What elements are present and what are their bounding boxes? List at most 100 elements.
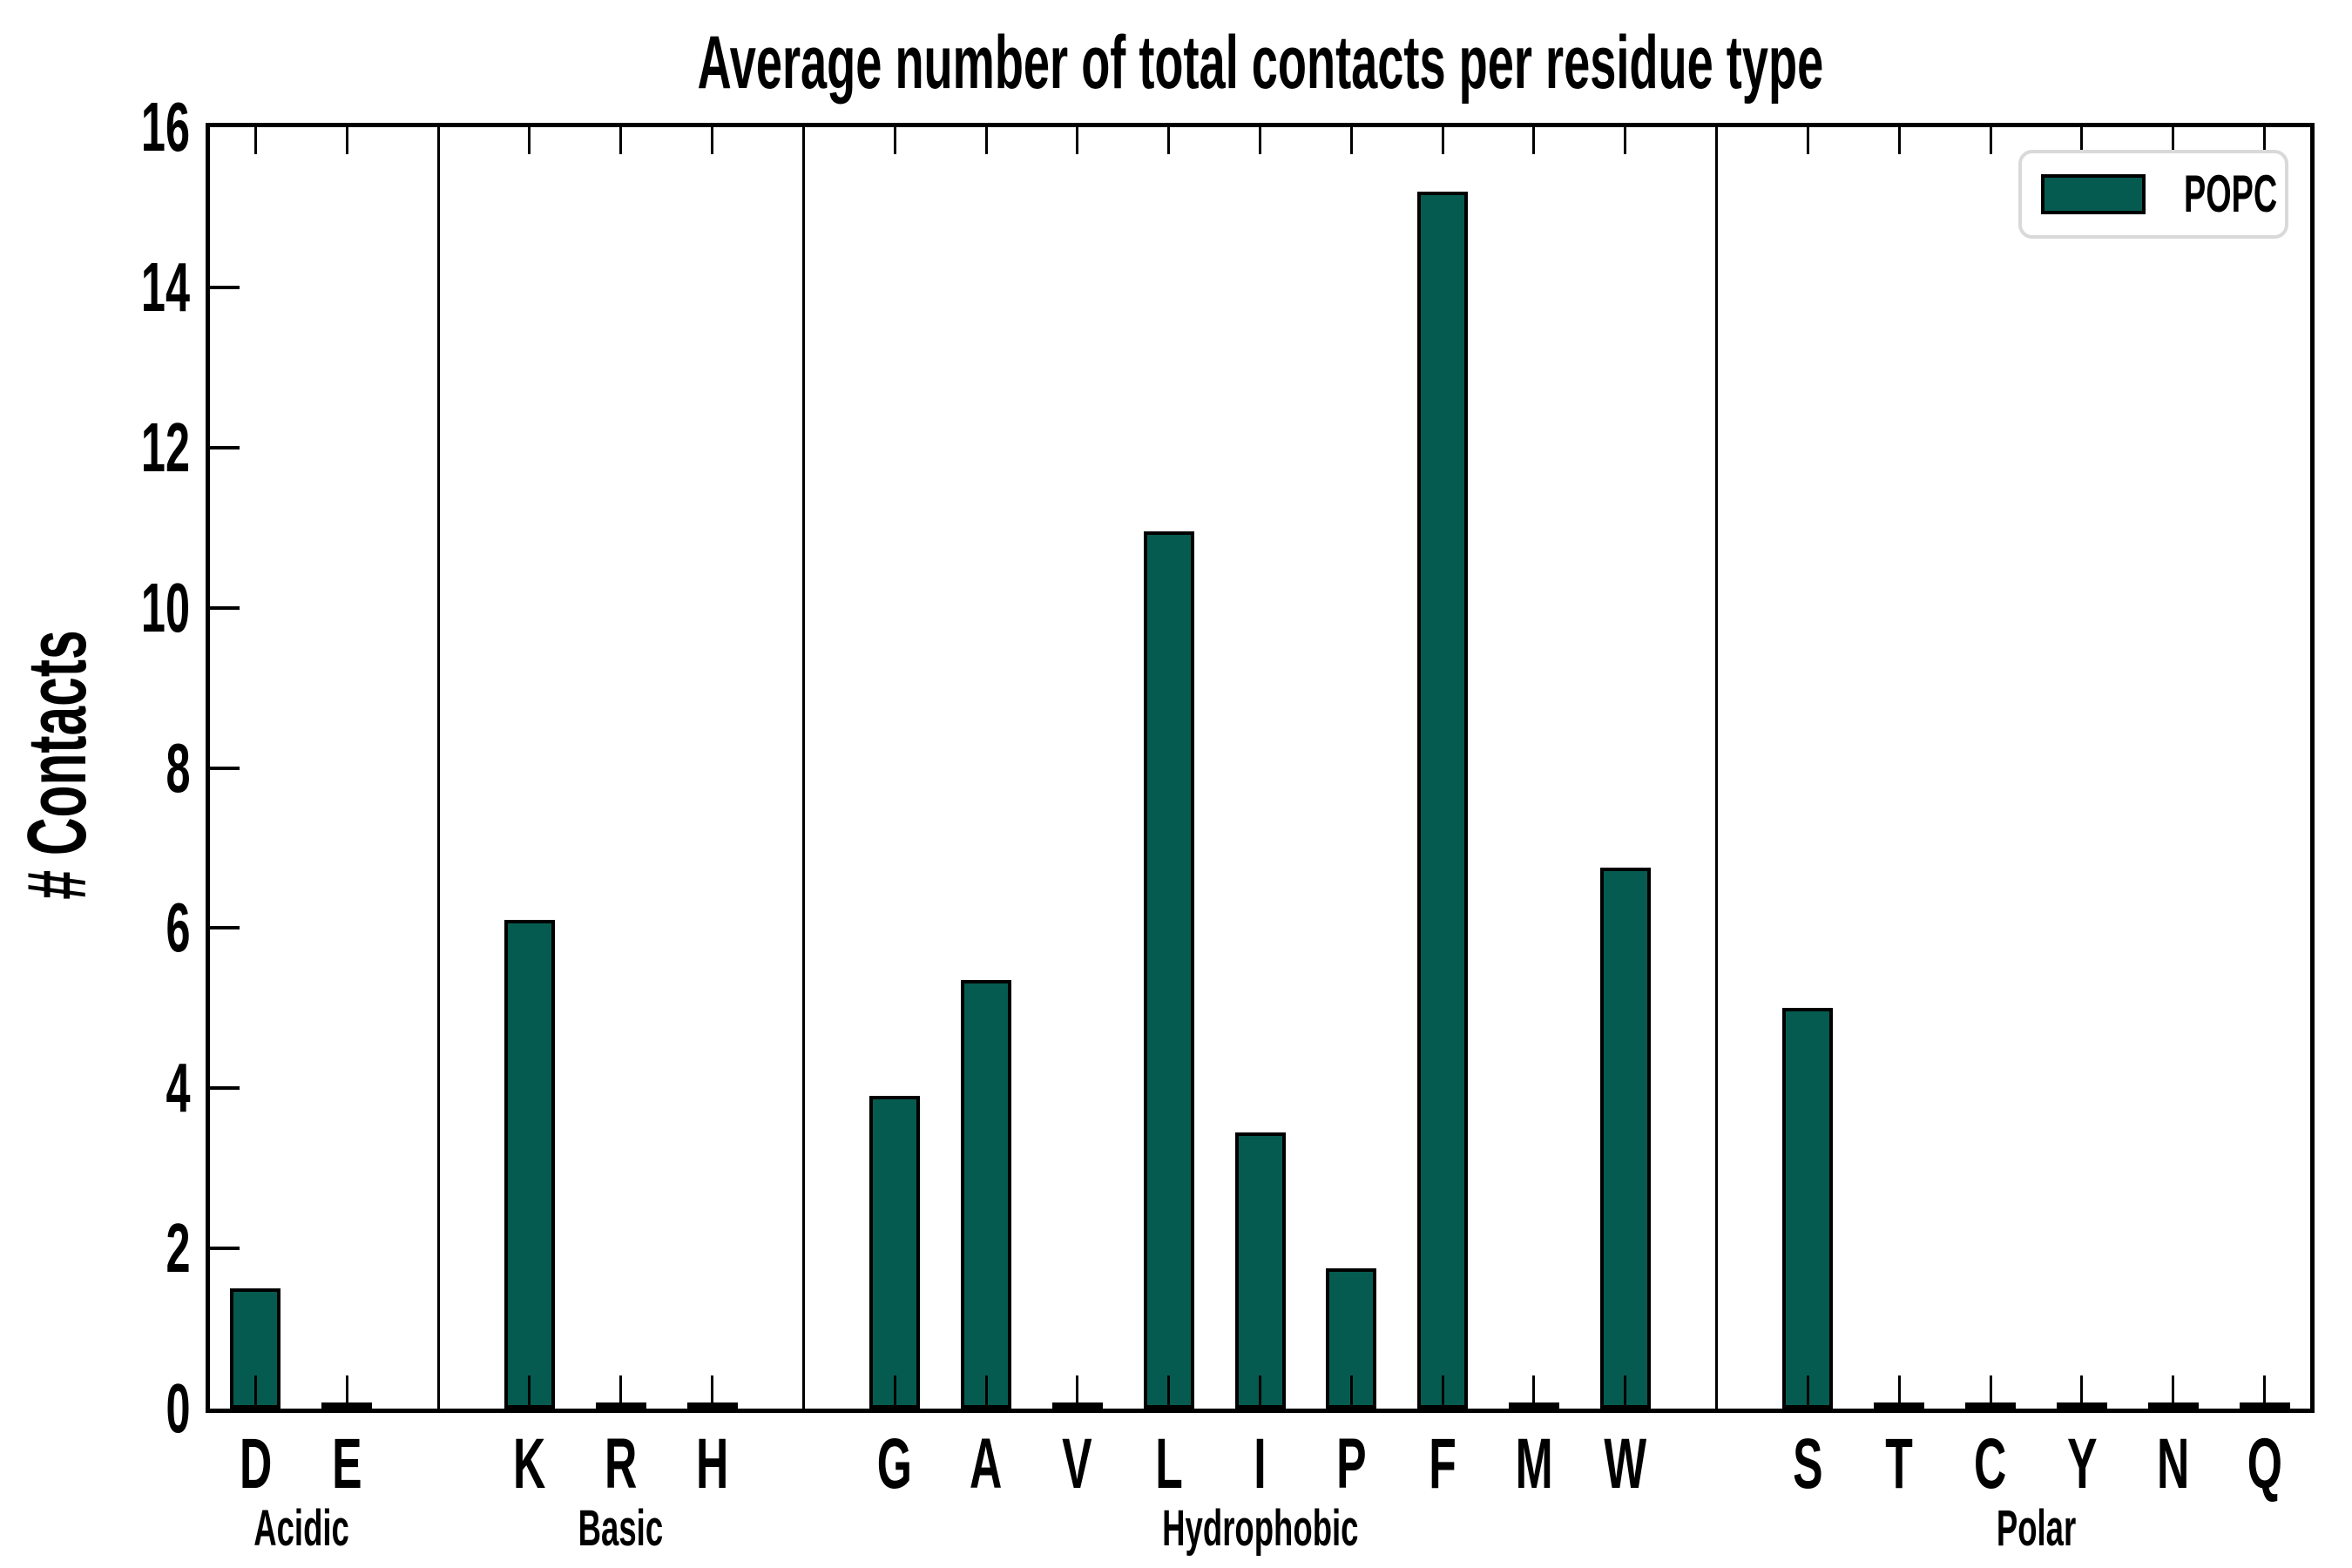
bar-S: [1782, 1008, 1834, 1409]
x-tick-top-L: [1167, 127, 1171, 154]
bar-I: [1234, 1132, 1286, 1409]
group-label-hydrophobic: Hydrophobic: [1078, 1504, 1443, 1554]
x-category-label-S: S: [1747, 1429, 1869, 1500]
x-tick-top-D: [253, 127, 257, 154]
ytick-label-text: 0: [165, 1369, 190, 1447]
x-category-label-E: E: [286, 1429, 408, 1500]
x-tick-W: [1624, 1375, 1627, 1409]
bar-G: [869, 1096, 921, 1409]
x-tick-top-H: [711, 127, 714, 154]
group-label-text: Basic: [578, 1500, 664, 1557]
y-tick-10: [210, 605, 240, 610]
x-category-label-T: T: [1838, 1429, 1960, 1500]
x-tick-top-K: [528, 127, 531, 154]
ytick-label-text: 8: [165, 728, 190, 807]
legend-label: POPC: [2184, 153, 2332, 235]
x-category-label-D: D: [194, 1429, 316, 1500]
x-category-label-C: C: [1930, 1429, 2051, 1500]
x-tick-top-V: [1076, 127, 1079, 154]
x-tick-top-W: [1624, 127, 1627, 154]
x-category-label-H: H: [652, 1429, 774, 1500]
x-tick-F: [1441, 1375, 1444, 1409]
x-category-label-L: L: [1108, 1429, 1230, 1500]
x-category-label-Q: Q: [2204, 1429, 2326, 1500]
x-category-letter: Y: [2066, 1424, 2098, 1504]
chart-title: Average number of total contacts per res…: [206, 23, 2315, 103]
bar-L: [1143, 531, 1194, 1409]
bar-P: [1326, 1268, 1377, 1409]
group-label-text: Polar: [1996, 1500, 2077, 1557]
group-label-basic: Basic: [438, 1504, 804, 1554]
x-category-label-N: N: [2112, 1429, 2234, 1500]
x-category-label-R: R: [560, 1429, 682, 1500]
x-category-label-I: I: [1200, 1429, 1321, 1500]
group-label-text: Hydrophobic: [1161, 1500, 1359, 1557]
x-category-label-Y: Y: [2021, 1429, 2143, 1500]
x-category-label-P: P: [1290, 1429, 1412, 1500]
x-category-letter: M: [1515, 1424, 1553, 1504]
x-category-letter: P: [1336, 1424, 1367, 1504]
x-category-letter: N: [2157, 1424, 2190, 1504]
x-tick-N: [2172, 1375, 2175, 1409]
x-category-letter: G: [877, 1424, 913, 1504]
x-tick-top-P: [1349, 127, 1353, 154]
x-tick-L: [1167, 1375, 1171, 1409]
x-tick-top-Y: [2080, 127, 2084, 154]
x-category-letter: E: [331, 1424, 362, 1504]
bar-W: [1599, 868, 1651, 1409]
x-tick-top-F: [1441, 127, 1444, 154]
x-category-label-W: W: [1565, 1429, 1686, 1500]
x-category-letter: L: [1154, 1424, 1183, 1504]
x-tick-top-T: [1897, 127, 1901, 154]
ytick-label-text: 10: [140, 568, 190, 646]
group-divider: [801, 127, 805, 1409]
bar-K: [504, 920, 555, 1409]
ytick-label-10: 10: [0, 568, 190, 646]
x-category-letter: A: [970, 1424, 1003, 1504]
x-tick-Y: [2080, 1375, 2084, 1409]
x-tick-C: [1989, 1375, 1992, 1409]
bar-F: [1417, 191, 1469, 1409]
ytick-label-text: 12: [140, 408, 190, 486]
x-tick-G: [893, 1375, 896, 1409]
x-tick-A: [984, 1375, 988, 1409]
x-tick-E: [345, 1375, 348, 1409]
x-category-letter: F: [1429, 1424, 1456, 1504]
x-tick-S: [1806, 1375, 1809, 1409]
x-tick-top-Q: [2263, 127, 2267, 154]
ytick-label-12: 12: [0, 408, 190, 486]
x-category-letter: R: [605, 1424, 638, 1504]
group-label-text: Acidic: [253, 1500, 349, 1557]
y-tick-4: [210, 1086, 240, 1091]
x-tick-V: [1076, 1375, 1079, 1409]
x-tick-top-G: [893, 127, 896, 154]
x-tick-top-S: [1806, 127, 1809, 154]
ytick-label-0: 0: [0, 1374, 190, 1443]
x-category-letter: Q: [2247, 1424, 2282, 1504]
ytick-label-text: 16: [140, 88, 190, 166]
x-tick-M: [1532, 1375, 1536, 1409]
group-label-polar: Polar: [1854, 1504, 2220, 1554]
ytick-label-4: 4: [0, 1053, 190, 1123]
x-category-label-A: A: [925, 1429, 1047, 1500]
chart-title-text: Average number of total contacts per res…: [697, 21, 1823, 105]
group-label-acidic: Acidic: [118, 1504, 484, 1554]
x-category-label-F: F: [1382, 1429, 1504, 1500]
bar-A: [961, 980, 1012, 1409]
x-category-letter: V: [1062, 1424, 1093, 1504]
x-category-letter: K: [513, 1424, 546, 1504]
ytick-label-6: 6: [0, 893, 190, 963]
ytick-label-14: 14: [0, 247, 190, 326]
ytick-label-text: 14: [140, 247, 190, 326]
y-tick-12: [210, 445, 240, 449]
legend-label-text: POPC: [2184, 165, 2278, 223]
ytick-label-2: 2: [0, 1213, 190, 1283]
x-tick-I: [1259, 1375, 1261, 1409]
x-category-label-V: V: [1017, 1429, 1139, 1500]
ytick-label-text: 6: [165, 889, 190, 967]
x-tick-T: [1897, 1375, 1901, 1409]
x-tick-D: [253, 1375, 257, 1409]
x-tick-P: [1349, 1375, 1353, 1409]
x-tick-top-A: [984, 127, 988, 154]
